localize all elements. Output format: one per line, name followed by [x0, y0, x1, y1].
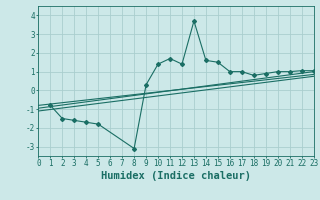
- X-axis label: Humidex (Indice chaleur): Humidex (Indice chaleur): [101, 171, 251, 181]
